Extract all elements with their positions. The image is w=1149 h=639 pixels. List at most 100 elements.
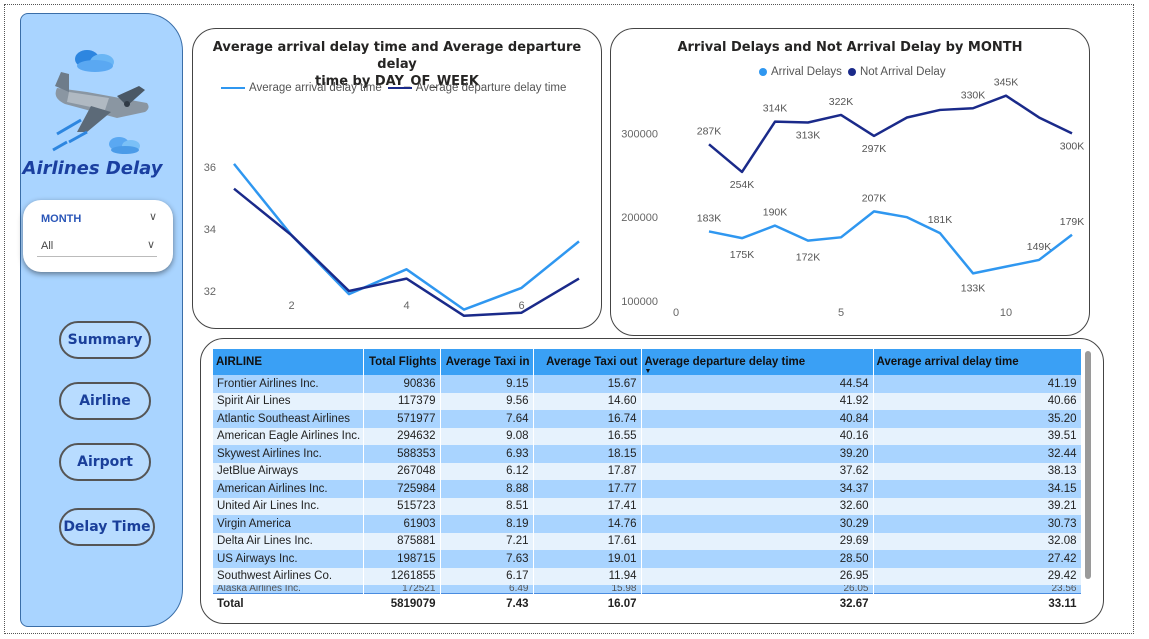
data-label: 207K: [862, 192, 887, 204]
cell-departure-delay: 29.69: [641, 532, 874, 550]
cell-arrival-delay: 35.20: [873, 410, 1081, 428]
table-row[interactable]: Atlantic Southeast Airlines 571977 7.64 16.…: [213, 410, 1081, 428]
cell-arrival-delay: 39.21: [873, 497, 1081, 515]
delay-time-button[interactable]: Delay Time: [59, 508, 155, 546]
table-row[interactable]: United Air Lines Inc. 515723 8.51 17.41 32.6…: [213, 497, 1081, 515]
col-header-total-flights[interactable]: Total Flights: [363, 349, 441, 375]
cell-departure-delay: 37.62: [641, 462, 874, 480]
table-row[interactable]: Delta Air Lines Inc. 875881 7.21 17.61 29.69…: [213, 532, 1081, 550]
cell-total-flights: 588353: [363, 445, 441, 463]
airport-button[interactable]: Airport: [59, 443, 151, 481]
series-line-arrival-delays: [708, 210, 1073, 275]
table-row-partial[interactable]: Alaska Airlines Inc. 172521 6.49 15.98 26.05…: [213, 585, 1081, 594]
cell-airline: Frontier Airlines Inc.: [213, 375, 364, 393]
cell-total-flights: 294632: [363, 427, 441, 445]
cell-total-flights: 61903: [363, 515, 441, 533]
cell-airline: Spirit Air Lines: [213, 392, 364, 410]
cell-departure-delay: 28.50: [641, 550, 874, 568]
legend-label-arrival[interactable]: Average arrival delay time: [249, 82, 382, 94]
airplane-logo-icon: [52, 50, 149, 154]
data-label: 300K: [1060, 140, 1085, 152]
data-label: 254K: [730, 179, 755, 191]
table-scrollbar[interactable]: [1085, 351, 1091, 579]
cell-airline: Skywest Airlines Inc.: [213, 445, 364, 463]
x-axis-tick-label: 4: [403, 300, 409, 312]
cell-departure-delay: 44.54: [641, 375, 874, 393]
cell-taxi-out: 17.77: [533, 480, 642, 498]
cell-departure-delay: 32.60: [641, 497, 874, 515]
table-body: Frontier Airlines Inc. 90836 9.15 15.67 44.5…: [213, 375, 1081, 594]
cell-taxi-out: 17.87: [533, 462, 642, 480]
cell-taxi-in: 9.56: [440, 392, 534, 410]
cell-taxi-in: 9.08: [440, 427, 534, 445]
table-row[interactable]: Virgin America 61903 8.19 14.76 30.29 30.73: [213, 515, 1081, 533]
data-label: 297K: [862, 143, 887, 155]
series-line-departure: [233, 187, 580, 318]
legend-label-departure[interactable]: Average departure delay time: [415, 82, 567, 94]
table-row[interactable]: Spirit Air Lines 117379 9.56 14.60 41.92 40.6…: [213, 392, 1081, 410]
data-label: 172K: [796, 252, 821, 264]
cell-total-flights: 571977: [363, 410, 441, 428]
table-row[interactable]: American Eagle Airlines Inc. 294632 9.08 16…: [213, 427, 1081, 445]
month-dropdown-value: All: [41, 240, 54, 252]
y-axis-tick-label: 32: [204, 286, 216, 298]
data-label: 133K: [961, 282, 986, 294]
cell-departure-delay: 26.05: [641, 585, 874, 594]
cell-arrival-delay: 40.66: [873, 392, 1081, 410]
cell-taxi-in: 8.88: [440, 480, 534, 498]
col-header-arrival-delay[interactable]: Average arrival delay time: [873, 349, 1081, 375]
weekday-delay-chart-card: Average arrival delay time and Average d…: [192, 28, 602, 329]
cell-airline: Alaska Airlines Inc.: [213, 585, 364, 594]
weekday-chart-title: Average arrival delay time and Average d…: [193, 39, 601, 90]
data-label: 314K: [763, 103, 788, 115]
col-header-taxi-in[interactable]: Average Taxi in: [440, 349, 534, 375]
table-row[interactable]: Frontier Airlines Inc. 90836 9.15 15.67 44.5…: [213, 375, 1081, 393]
data-label: 181K: [928, 214, 953, 226]
cell-airline: American Eagle Airlines Inc.: [213, 427, 364, 445]
legend-label-not-arrival-delay[interactable]: Not Arrival Delay: [859, 66, 946, 78]
cell-total-flights: 90836: [363, 375, 441, 393]
cell-airline: Delta Air Lines Inc.: [213, 532, 364, 550]
cell-total-flights: 172521: [363, 585, 441, 594]
month-slicer[interactable]: MONTH ∨ All ∨: [23, 200, 173, 272]
legend-swatch-arrival: [221, 87, 245, 89]
table-row[interactable]: JetBlue Airways 267048 6.12 17.87 37.62 38.13: [213, 462, 1081, 480]
cell-total-flights: 1261855: [363, 567, 441, 585]
airline-table-card: AIRLINE Total Flights Average Taxi in Av…: [200, 338, 1104, 624]
cell-airline: Virgin America: [213, 515, 364, 533]
legend-dot-not-arrival-delay: [847, 68, 856, 76]
summary-button[interactable]: Summary: [59, 321, 151, 359]
cell-taxi-in: 7.64: [440, 410, 534, 428]
chevron-down-icon[interactable]: ∨: [146, 238, 155, 251]
cell-arrival-delay: 29.42: [873, 567, 1081, 585]
sort-desc-icon[interactable]: ▼: [644, 368, 652, 375]
cell-taxi-in: 8.51: [440, 497, 534, 515]
cell-airline: US Airways Inc.: [213, 550, 364, 568]
table-header-row: AIRLINE Total Flights Average Taxi in Av…: [213, 349, 1081, 375]
legend-label-arrival-delays[interactable]: Arrival Delays: [771, 66, 842, 78]
cell-arrival-delay: 39.51: [873, 427, 1081, 445]
table-row[interactable]: Skywest Airlines Inc. 588353 6.93 18.15 39.2…: [213, 445, 1081, 463]
weekday-chart-title-line2: time by DAY_OF_WEEK: [315, 74, 479, 89]
col-header-departure-delay[interactable]: Average departure delay time ▼: [641, 349, 874, 375]
cell-arrival-delay: 27.42: [873, 550, 1081, 568]
y-axis-tick-label: 34: [204, 224, 216, 236]
weekday-chart-title-line1: Average arrival delay time and Average d…: [212, 40, 582, 72]
table-row[interactable]: US Airways Inc. 198715 7.63 19.01 28.50 27.42: [213, 550, 1081, 568]
airline-table-viewport[interactable]: AIRLINE Total Flights Average Taxi in Av…: [213, 349, 1081, 611]
cell-total-flights: 267048: [363, 462, 441, 480]
month-dropdown[interactable]: All ∨: [37, 236, 157, 257]
data-label: 330K: [961, 89, 986, 101]
cell-total-flights: 198715: [363, 550, 441, 568]
cell-airline: Southwest Airlines Co.: [213, 567, 364, 585]
col-header-airline[interactable]: AIRLINE: [213, 349, 364, 375]
chevron-down-icon[interactable]: ∨: [148, 210, 157, 223]
col-header-taxi-out[interactable]: Average Taxi out: [533, 349, 642, 375]
airline-button[interactable]: Airline: [59, 382, 151, 420]
series-line-arrival: [233, 163, 580, 311]
cell-arrival-delay: 23.56: [873, 585, 1081, 594]
cell-taxi-out: 17.61: [533, 532, 642, 550]
table-row[interactable]: American Airlines Inc. 725984 8.88 17.77 34.…: [213, 480, 1081, 498]
table-row[interactable]: Southwest Airlines Co. 1261855 6.17 11.94 26…: [213, 567, 1081, 585]
total-taxi-out: 16.07: [533, 593, 642, 611]
